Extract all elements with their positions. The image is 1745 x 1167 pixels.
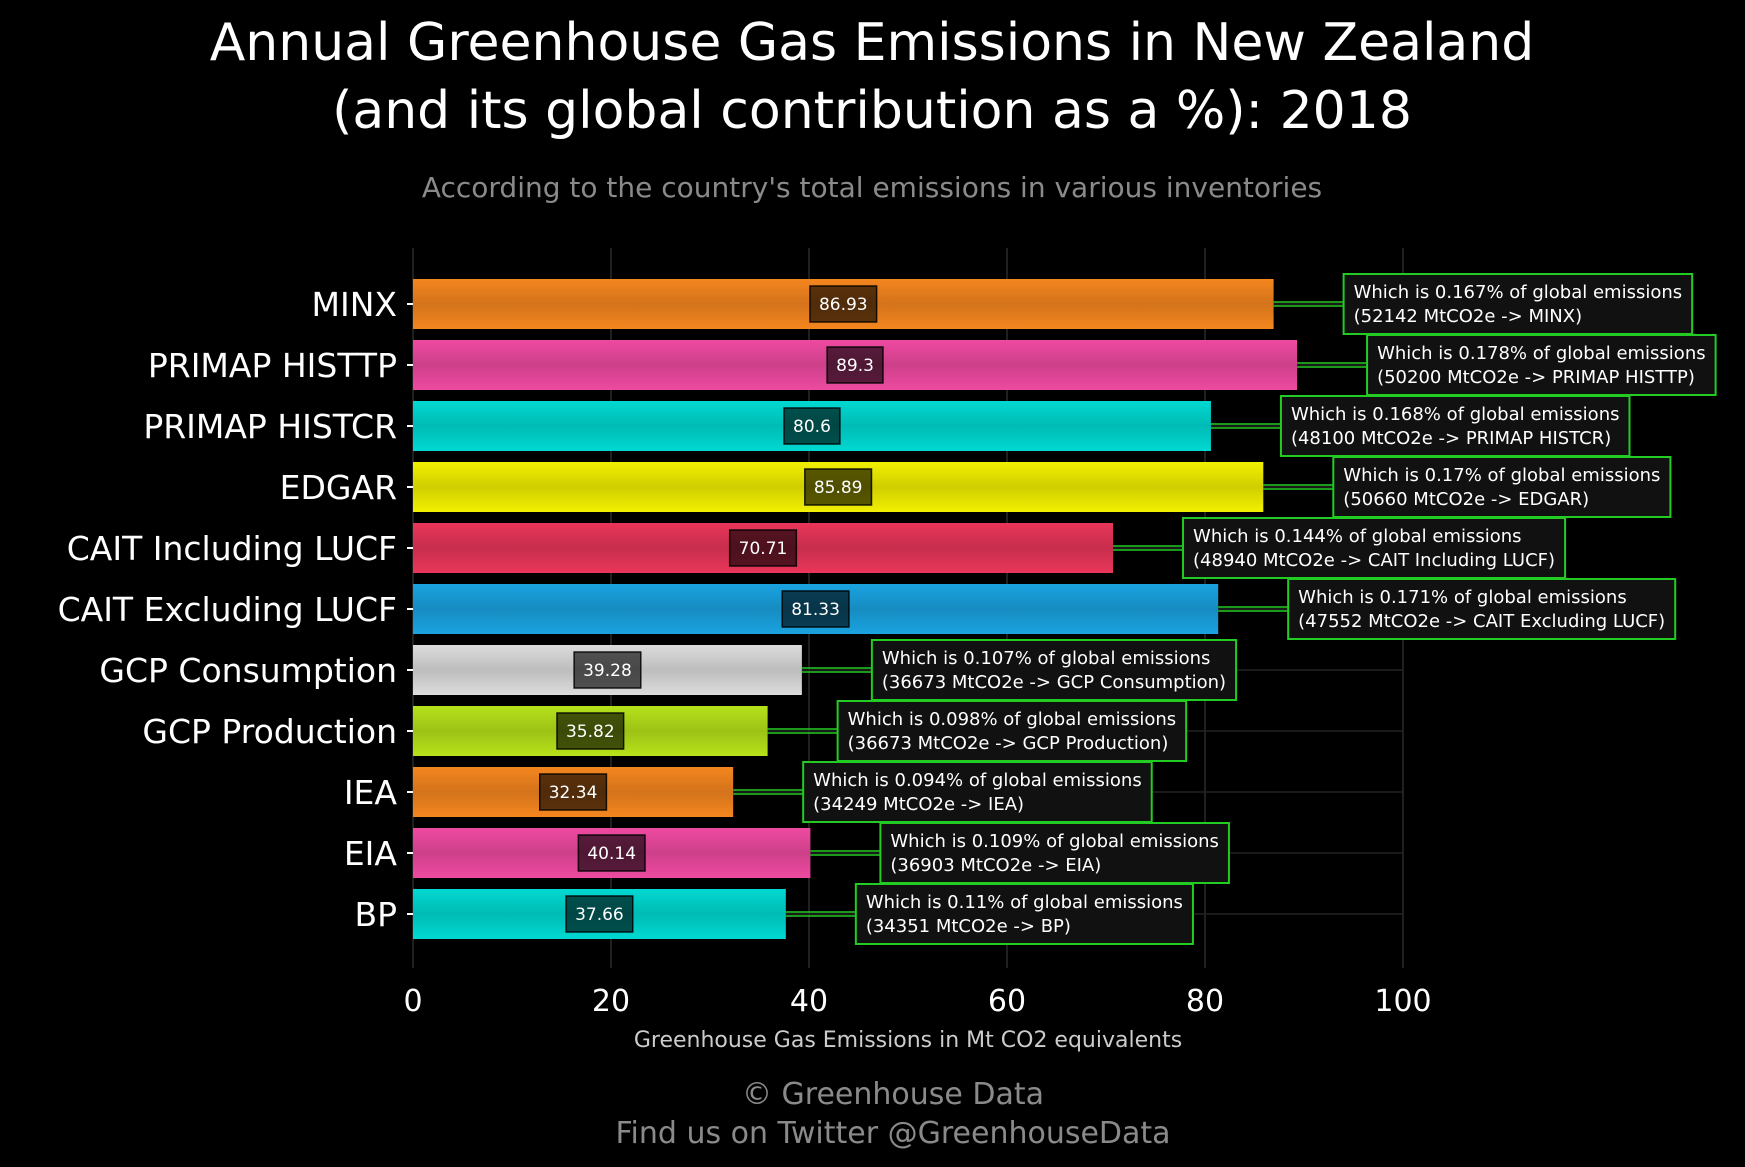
annotation-line1: Which is 0.098% of global emissions bbox=[848, 709, 1177, 730]
annotation-box bbox=[836, 700, 1188, 762]
value-label-box bbox=[573, 651, 642, 689]
annotation-line2: (36903 MtCO2e -> EIA) bbox=[890, 855, 1101, 876]
value-label-box bbox=[577, 834, 646, 872]
value-label: 85.89 bbox=[814, 478, 863, 498]
x-tick-label: 20 bbox=[592, 984, 630, 1019]
chart-title-line1: Annual Greenhouse Gas Emissions in New Z… bbox=[210, 13, 1535, 73]
annotation-line2: (36673 MtCO2e -> GCP Consumption) bbox=[882, 672, 1226, 693]
category-label: CAIT Including LUCF bbox=[67, 529, 397, 568]
category-label: EDGAR bbox=[280, 468, 397, 507]
category-label: GCP Production bbox=[142, 712, 397, 751]
value-label-box bbox=[728, 529, 798, 567]
annotation-line1: Which is 0.094% of global emissions bbox=[813, 770, 1142, 791]
annotation-line2: (50660 MtCO2e -> EDGAR) bbox=[1343, 489, 1589, 510]
value-label: 86.93 bbox=[819, 295, 868, 315]
annotation-box bbox=[1366, 334, 1717, 396]
annotation-line1: Which is 0.107% of global emissions bbox=[882, 648, 1211, 669]
value-label: 81.33 bbox=[791, 600, 840, 620]
value-label-box bbox=[809, 285, 878, 323]
annotation-box bbox=[802, 761, 1153, 823]
annotation-line2: (48940 MtCO2e -> CAIT Including LUCF) bbox=[1193, 550, 1555, 571]
value-label-box bbox=[783, 407, 841, 445]
annotation-line1: Which is 0.17% of global emissions bbox=[1343, 465, 1660, 486]
chart-title-line2: (and its global contribution as a %): 20… bbox=[332, 81, 1412, 141]
annotation-box bbox=[1182, 517, 1567, 579]
value-label: 32.34 bbox=[549, 783, 598, 803]
annotation-line1: Which is 0.109% of global emissions bbox=[890, 831, 1219, 852]
annotation-box bbox=[1332, 456, 1672, 518]
x-tick-label: 100 bbox=[1374, 984, 1431, 1019]
annotation-line2: (34351 MtCO2e -> BP) bbox=[866, 916, 1071, 937]
annotation-line1: Which is 0.11% of global emissions bbox=[866, 892, 1183, 913]
annotation-line2: (47552 MtCO2e -> CAIT Excluding LUCF) bbox=[1298, 611, 1665, 632]
chart-subtitle: According to the country's total emissio… bbox=[422, 171, 1322, 204]
x-tick-label: 60 bbox=[988, 984, 1026, 1019]
value-label: 40.14 bbox=[587, 844, 636, 864]
annotation-line2: (52142 MtCO2e -> MINX) bbox=[1354, 306, 1583, 327]
value-labels: 86.93 89.3 80.6 85.89 70.71 81.33 39.28 35.82 32… bbox=[538, 285, 884, 933]
footer-twitter: Find us on Twitter @GreenhouseData bbox=[615, 1116, 1170, 1151]
annotation-box bbox=[1342, 273, 1694, 335]
category-label: CAIT Excluding LUCF bbox=[58, 590, 397, 629]
value-label-box bbox=[804, 468, 873, 506]
annotation-line1: Which is 0.168% of global emissions bbox=[1291, 404, 1620, 425]
annotations: Which is 0.167% of global emissions (5214… bbox=[733, 273, 1717, 945]
annotation-line1: Which is 0.144% of global emissions bbox=[1193, 526, 1522, 547]
annotation-line2: (50200 MtCO2e -> PRIMAP HISTTP) bbox=[1377, 367, 1695, 388]
value-label: 70.71 bbox=[739, 539, 788, 559]
footer-copyright: © Greenhouse Data bbox=[742, 1077, 1044, 1112]
category-label: MINX bbox=[312, 285, 398, 324]
value-label: 89.3 bbox=[836, 356, 874, 376]
annotation-box bbox=[870, 639, 1238, 701]
value-label-box bbox=[781, 590, 850, 628]
category-label: PRIMAP HISTTP bbox=[148, 346, 397, 385]
annotation-line1: Which is 0.171% of global emissions bbox=[1298, 587, 1627, 608]
category-label: EIA bbox=[344, 834, 398, 873]
value-label: 80.6 bbox=[793, 417, 831, 437]
annotation-line2: (34249 MtCO2e -> IEA) bbox=[813, 794, 1024, 815]
value-label-box bbox=[565, 895, 634, 933]
value-label-box bbox=[556, 712, 625, 750]
x-tick-label: 80 bbox=[1186, 984, 1224, 1019]
value-label-box bbox=[538, 773, 608, 811]
x-axis-title: Greenhouse Gas Emissions in Mt CO2 equiv… bbox=[634, 1028, 1182, 1053]
annotation-line2: (36673 MtCO2e -> GCP Production) bbox=[848, 733, 1169, 754]
annotation-line1: Which is 0.167% of global emissions bbox=[1354, 282, 1683, 303]
category-label: GCP Consumption bbox=[99, 651, 397, 690]
annotation-box bbox=[1287, 578, 1677, 640]
x-axis-ticks: 0 20 40 60 80 100 bbox=[403, 984, 1431, 1019]
annotation-line2: (48100 MtCO2e -> PRIMAP HISTCR) bbox=[1291, 428, 1611, 449]
annotation-line1: Which is 0.178% of global emissions bbox=[1377, 343, 1706, 364]
value-label: 35.82 bbox=[566, 722, 615, 742]
category-label: PRIMAP HISTCR bbox=[143, 407, 397, 446]
category-labels: MINX PRIMAP HISTTP PRIMAP HISTCR EDGAR CAIT … bbox=[58, 285, 413, 934]
x-tick-label: 40 bbox=[790, 984, 828, 1019]
value-label: 37.66 bbox=[575, 905, 624, 925]
category-label: IEA bbox=[344, 773, 398, 812]
category-label: BP bbox=[354, 895, 397, 934]
x-tick-label: 0 bbox=[403, 984, 422, 1019]
value-label-box bbox=[826, 346, 884, 384]
value-label: 39.28 bbox=[583, 661, 632, 681]
annotation-box bbox=[879, 822, 1230, 884]
annotation-box bbox=[854, 883, 1194, 945]
